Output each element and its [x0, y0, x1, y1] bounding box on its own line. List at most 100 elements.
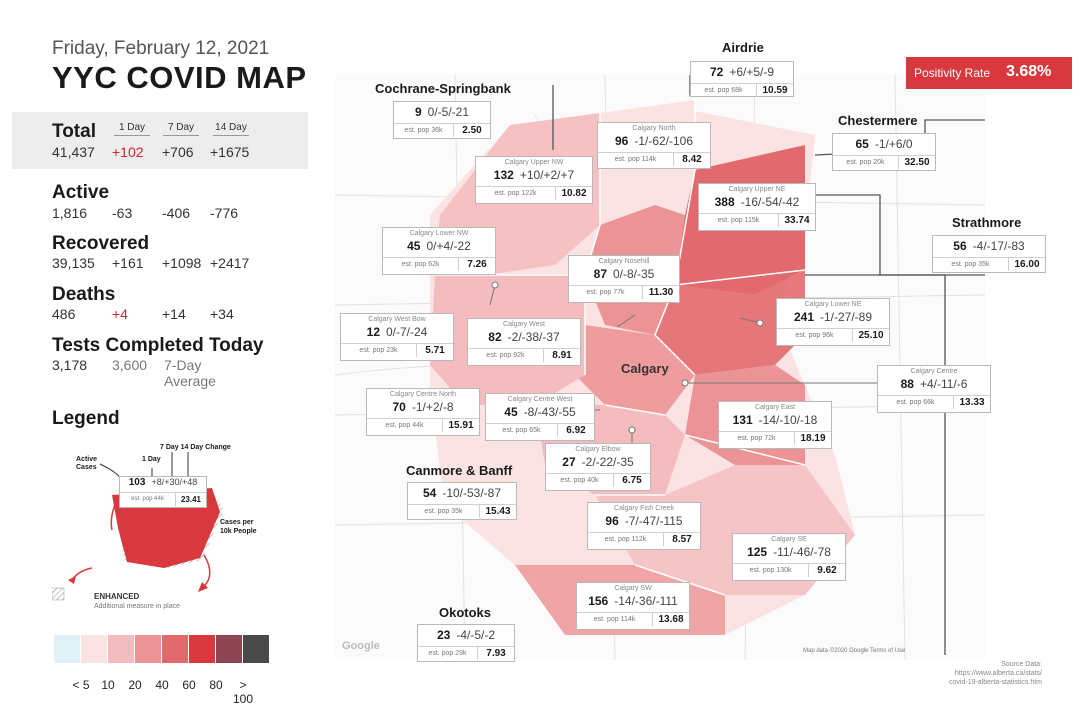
card-active: 12 [366, 325, 380, 339]
stat-deaths-d1: +4 [112, 306, 128, 322]
stat-recovered-value: 39,135 [52, 255, 95, 271]
card-pop: est. pop 62k [401, 261, 440, 268]
card-name: Calgary West Bow [368, 316, 426, 323]
card-name: Calgary Fish Creek [614, 505, 674, 512]
stat-total-d1: +102 [112, 144, 144, 160]
card-lowerne: Calgary Lower NE 241 -1/-27/-89 est. pop 96… [776, 298, 890, 346]
card-pop: est. pop 66k [896, 399, 935, 406]
stat-active-d7: -406 [162, 205, 191, 221]
card-name: Calgary SE [771, 536, 807, 543]
legend-enhanced: ENHANCED [94, 592, 140, 601]
stat-tests-label: Tests Completed Today [52, 335, 264, 356]
stat-recovered-label: Recovered [52, 233, 150, 254]
card-pop: est. pop 115k [717, 217, 760, 224]
card-rate: 15.91 [442, 419, 479, 432]
region-airdrie: Airdrie [722, 40, 764, 55]
region-cochrane: Cochrane-Springbank [375, 81, 511, 96]
card-pop: est. pop 40k [560, 477, 599, 484]
card-centrenorth: Calgary Centre North 70 -1/+2/-8 est. pop 4… [366, 388, 480, 436]
scale-swatch [135, 635, 161, 663]
card-rate: 11.30 [642, 286, 679, 299]
card-change: +10/+2/+7 [519, 168, 575, 182]
card-name: Calgary Centre [910, 368, 958, 375]
legend-sample-rate: 23.41 [175, 493, 206, 506]
card-cochrane: 9 0/-5/-21 est. pop 36k 2.50 [393, 101, 491, 139]
card-airdrie: 72 +6/+5/-9 est. pop 68k 10.59 [690, 61, 794, 97]
card-pop: est. pop 77k [586, 289, 625, 296]
stat-deaths: Deaths [52, 284, 115, 306]
card-name: Calgary Centre West [507, 396, 573, 403]
scale-label: 20 [128, 678, 142, 692]
legend-7-14-day: 7 Day 14 Day Change [160, 444, 231, 451]
card-rate: 13.68 [652, 613, 689, 626]
card-change: -2/-38/-37 [507, 330, 560, 344]
stat-tests-avg: 3,600 [112, 357, 148, 373]
card-active: 45 [504, 405, 518, 419]
card-change: -4/-5/-2 [456, 628, 496, 642]
scale-swatch [108, 635, 134, 663]
source-label: Source Data: [1001, 661, 1042, 668]
card-change: -4/-17/-83 [972, 239, 1025, 253]
card-elbow: Calgary Elbow 27 -2/-22/-35 est. pop 40k 6.7… [545, 443, 651, 491]
card-pop: est. pop 68k [704, 87, 743, 94]
legend-sample-pop: est. pop 44k [131, 496, 164, 502]
stat-total-value: 41,437 [52, 144, 95, 160]
card-name: Calgary Lower NW [409, 230, 469, 237]
card-west: Calgary West 82 -2/-38/-37 est. pop 92k 8.91 [467, 318, 581, 366]
card-active: 156 [588, 594, 609, 608]
card-change: +6/+5/-9 [729, 65, 775, 79]
card-active: 88 [900, 377, 914, 391]
scale-label: 80 [209, 678, 223, 692]
positivity-label: Positivity Rate [914, 66, 991, 80]
stat-total: Total [52, 121, 96, 143]
card-change: -1/-62/-106 [634, 134, 694, 148]
card-rate: 6.92 [557, 424, 594, 437]
card-pop: est. pop 23k [359, 347, 398, 354]
card-centrewest: Calgary Centre West 45 -8/-43/-55 est. pop … [485, 393, 595, 441]
legend-title: Legend [52, 408, 120, 429]
stat-deaths-label: Deaths [52, 284, 116, 305]
stat-tests: Tests Completed Today [52, 335, 264, 357]
positivity-value: 3.68% [1006, 63, 1052, 80]
card-active: 96 [614, 134, 629, 148]
card-rate: 13.33 [953, 396, 990, 409]
card-change: 0/-7/-24 [386, 325, 428, 339]
card-lowernw: Calgary Lower NW 45 0/+4/-22 est. pop 62k 7.… [382, 227, 496, 275]
card-change: -1/+2/-8 [411, 400, 454, 414]
card-change: -14/-36/-111 [614, 594, 678, 608]
card-active: 82 [488, 330, 502, 344]
card-change: -1/-27/-89 [820, 310, 873, 324]
card-rate: 16.00 [1008, 258, 1045, 271]
card-active: 56 [953, 239, 967, 253]
scale-label: 10 [101, 678, 115, 692]
card-pop: est. pop 65k [502, 427, 541, 434]
card-change: 0/-8/-35 [613, 267, 655, 281]
total-highlight [12, 112, 308, 169]
positivity-rate-box: Positivity Rate 3.68% [906, 57, 1072, 89]
card-pop: est. pop 130k [749, 567, 792, 574]
card-se: Calgary SE 125 -11/-46/-78 est. pop 130k 9.6… [732, 533, 846, 581]
card-uppernw: Calgary Upper NW 132 +10/+2/+7 est. pop 122… [475, 156, 593, 204]
stat-deaths-d14: +34 [210, 306, 234, 322]
scale-label: < 5 [72, 678, 90, 692]
card-name: Calgary Elbow [575, 446, 621, 453]
legend-one-day: 1 Day [142, 456, 161, 463]
card-westbow: Calgary West Bow 12 0/-7/-24 est. pop 23k 5.… [340, 313, 454, 361]
stat-deaths-d7: +14 [162, 306, 186, 322]
card-active: 70 [392, 400, 406, 414]
stat-tests-avg-label: 7-Day Average [164, 357, 216, 389]
legend-sample-change: +8/+30/+48 [151, 477, 198, 487]
report-date: Friday, February 12, 2021 [52, 38, 270, 59]
card-change: -16/-54/-42 [740, 195, 800, 209]
legend-red-shape [112, 488, 220, 568]
card-active: 45 [407, 239, 421, 253]
card-rate: 10.59 [756, 84, 793, 97]
card-change: 0/-5/-21 [427, 105, 470, 119]
card-active: 72 [709, 65, 724, 79]
card-active: 27 [562, 455, 576, 469]
legend-enhanced-sub: Additional measure in place [94, 603, 180, 610]
region-canmore: Canmore & Banff [406, 463, 513, 478]
card-north: Calgary North 96 -1/-62/-106 est. pop 114k 8… [597, 122, 711, 169]
stat-total-label: Total [52, 121, 96, 142]
card-name: Calgary SW [614, 585, 652, 592]
